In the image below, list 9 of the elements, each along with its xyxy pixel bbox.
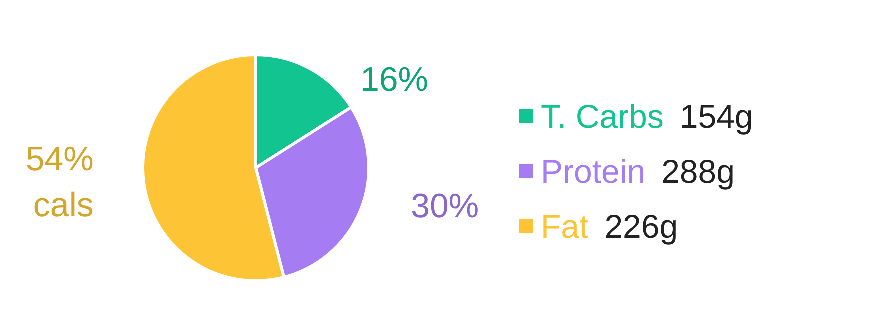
text: 226g: [604, 208, 678, 245]
data-label: 30%: [411, 187, 480, 226]
data-label: 54% cals: [26, 140, 94, 225]
data-label: 16%: [360, 60, 428, 99]
text: 288g: [662, 153, 735, 190]
legend-label: Protein: [541, 153, 646, 190]
text: 154g: [680, 98, 754, 135]
legend-label: Fat: [541, 208, 589, 245]
legend-label: T. Carbs: [541, 98, 664, 135]
